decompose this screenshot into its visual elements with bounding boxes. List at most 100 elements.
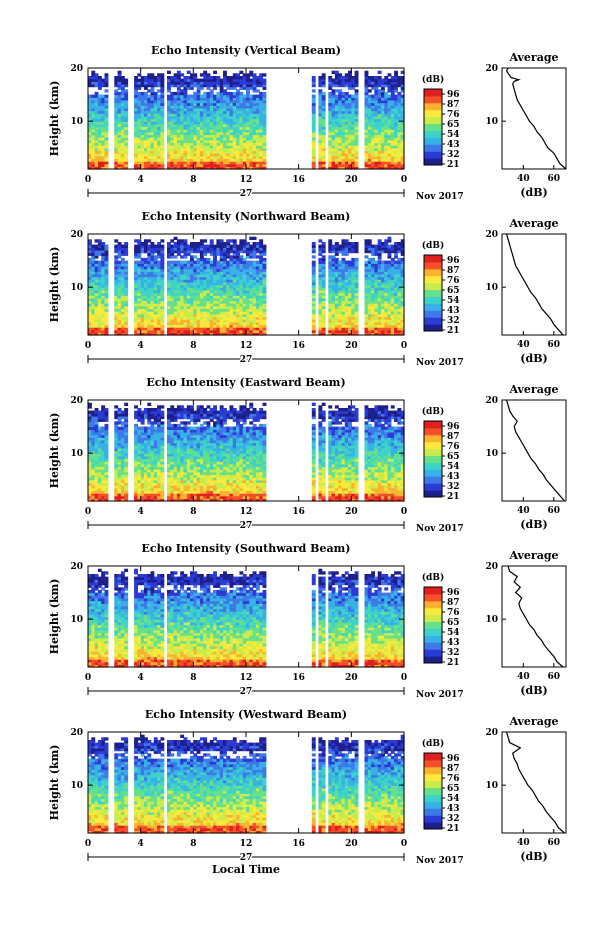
heatmap-cell — [321, 166, 326, 170]
heatmap-cell — [88, 292, 92, 296]
heatmap-cell — [104, 110, 109, 114]
heatmap-cell — [160, 257, 165, 262]
heatmap-cell — [400, 145, 405, 149]
heatmap-cell — [91, 161, 96, 165]
heatmap-cell — [101, 137, 106, 141]
heatmap-cell — [196, 316, 201, 320]
heatmap-cell — [381, 163, 385, 167]
heatmap-cell — [88, 105, 92, 109]
heatmap-cell — [199, 161, 204, 165]
heatmap-cell — [384, 99, 389, 104]
heatmap-cell — [157, 110, 161, 114]
heatmap-cell — [400, 155, 405, 159]
average-title: Average — [508, 51, 558, 64]
heatmap-cell — [94, 300, 99, 304]
heatmap-cell — [160, 78, 165, 82]
heatmap-cell — [101, 129, 106, 133]
heatmap-cell — [124, 131, 129, 136]
heatmap-cell — [180, 297, 185, 302]
heatmap-cell — [364, 97, 369, 101]
heatmap-cell — [157, 158, 161, 162]
heatmap-cell — [193, 139, 198, 144]
heatmap-cell — [173, 107, 178, 112]
heatmap-cell — [134, 113, 138, 117]
heatmap-cell — [381, 121, 385, 125]
heatmap-cell — [400, 115, 405, 120]
heatmap-cell — [97, 273, 102, 278]
heatmap-cell — [170, 247, 175, 251]
heatmap-cell — [387, 155, 392, 159]
heatmap-cell — [157, 123, 161, 128]
heatmap-cell — [199, 155, 204, 159]
heatmap-cell — [101, 110, 106, 114]
heatmap-cell — [91, 137, 96, 141]
heatmap-cell — [219, 153, 224, 157]
heatmap-cell — [160, 163, 165, 167]
heatmap-cell — [144, 287, 148, 291]
heatmap-cell — [134, 292, 138, 296]
heatmap-cell — [213, 279, 217, 283]
heatmap-cell — [134, 110, 138, 114]
heatmap-cell — [88, 329, 92, 333]
heatmap-cell — [196, 123, 201, 128]
heatmap-cell — [147, 102, 152, 106]
heatmap-cell — [397, 78, 402, 82]
heatmap-cell — [124, 105, 129, 109]
heatmap-cell — [120, 279, 125, 283]
heatmap-cell — [186, 284, 191, 288]
heatmap-cell — [120, 260, 125, 264]
heatmap-cell — [160, 158, 165, 162]
heatmap-cell — [255, 137, 260, 141]
heatmap-cell — [180, 321, 185, 325]
heatmap-cell — [97, 107, 102, 112]
heatmap-cell — [344, 99, 349, 104]
heatmap-cell — [219, 89, 224, 93]
heatmap-cell — [94, 324, 99, 328]
heatmap-cell — [137, 276, 142, 280]
heatmap-cell — [176, 121, 181, 125]
heatmap-cell — [400, 131, 405, 136]
heatmap-cell — [183, 249, 188, 254]
heatmap-cell — [114, 118, 119, 122]
heatmap-cell — [348, 155, 352, 159]
heatmap-cell — [137, 297, 142, 302]
heatmap-cell — [331, 110, 336, 114]
heatmap-cell — [134, 121, 138, 125]
heatmap-cell — [193, 297, 198, 302]
heatmap-cell — [137, 115, 142, 120]
heatmap-cell — [170, 158, 175, 162]
heatmap-cell — [321, 83, 326, 88]
heatmap-cell — [117, 110, 122, 114]
heatmap-cell — [137, 327, 142, 331]
heatmap-cell — [97, 81, 102, 85]
heatmap-cell — [394, 102, 398, 106]
heatmap-cell — [137, 279, 142, 283]
heatmap-cell — [364, 129, 369, 133]
heatmap-cell — [236, 150, 240, 154]
heatmap-cell — [387, 129, 392, 133]
heatmap-cell — [101, 242, 106, 246]
heatmap-cell — [351, 163, 356, 167]
heatmap-cell — [203, 113, 208, 117]
heatmap-cell — [242, 115, 247, 120]
heatmap-cell — [167, 295, 171, 299]
heatmap-cell — [183, 163, 188, 167]
heatmap-cell — [101, 161, 106, 165]
heatmap-cell — [190, 139, 194, 144]
heatmap-cell — [94, 81, 99, 85]
heatmap-cell — [167, 137, 171, 141]
heatmap-cell — [140, 244, 145, 248]
heatmap-cell — [206, 123, 211, 128]
heatmap-cell — [328, 139, 333, 144]
heatmap-cell — [176, 97, 181, 101]
heatmap-cell — [364, 76, 369, 80]
heatmap-cell — [140, 242, 145, 246]
heatmap-cell — [351, 115, 356, 120]
heatmap-cell — [196, 155, 201, 159]
heatmap-cell — [180, 147, 185, 151]
heatmap-cell — [311, 153, 316, 157]
heatmap-cell — [94, 319, 99, 323]
heatmap-cell — [328, 110, 333, 114]
heatmap-cell — [91, 276, 96, 280]
